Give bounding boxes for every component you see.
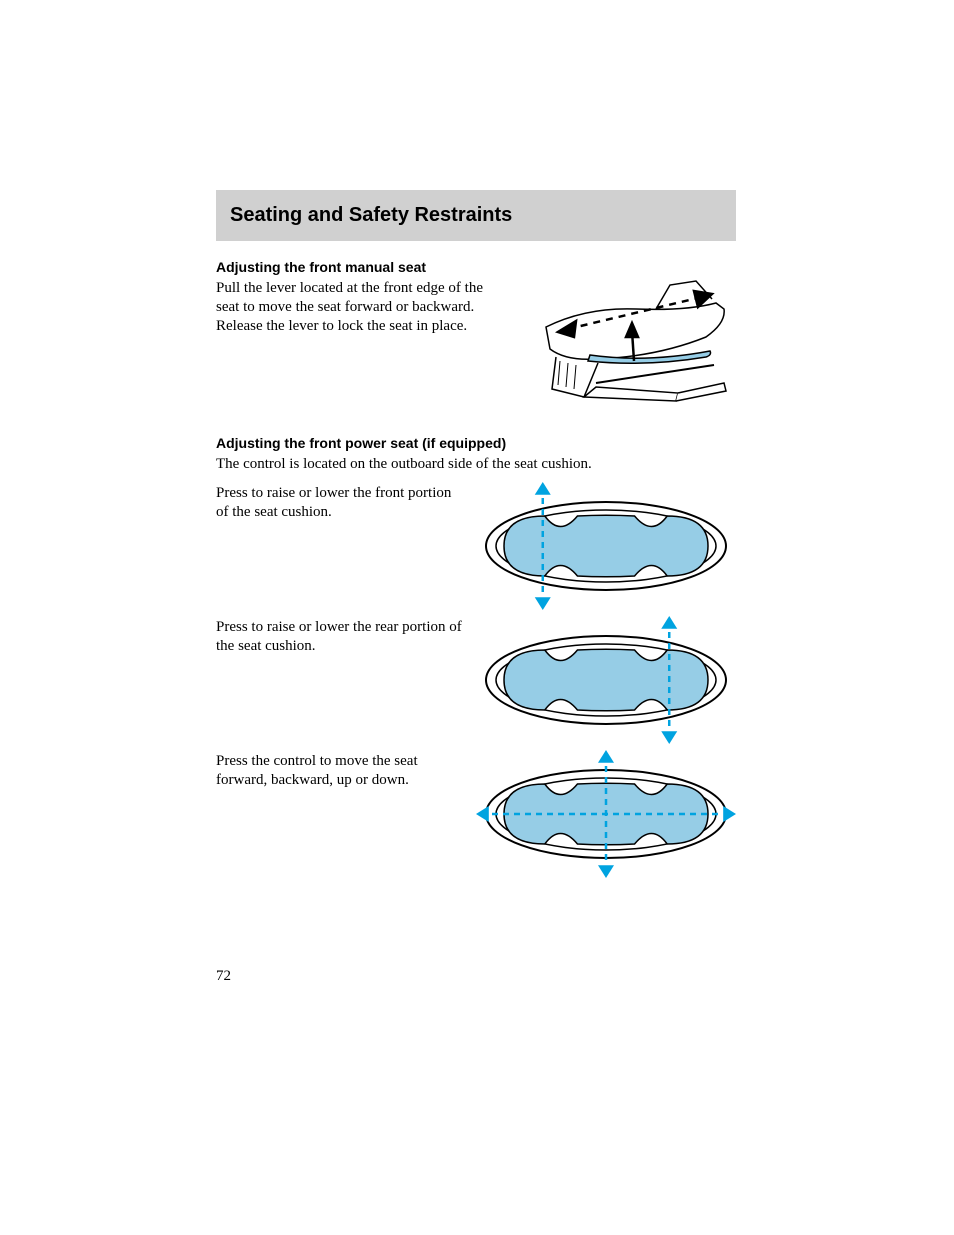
body-manual: Pull the lever located at the front edge…	[216, 279, 486, 335]
diagram-front-cushion	[474, 482, 736, 610]
subhead-power: Adjusting the front power seat (if equip…	[216, 435, 736, 451]
seat-row-rear: Press to raise or lower the rear portion…	[216, 616, 736, 744]
page-content: Seating and Safety Restraints Adjusting …	[216, 190, 736, 884]
text-full-control: Press the control to move the seat forwa…	[216, 752, 466, 790]
page-title: Seating and Safety Restraints	[230, 204, 722, 227]
seat-row-full: Press the control to move the seat forwa…	[216, 750, 736, 878]
section-manual-seat: Adjusting the front manual seat Pull the…	[216, 259, 736, 409]
title-bar: Seating and Safety Restraints	[216, 190, 736, 241]
manual-seat-diagram	[494, 279, 736, 409]
page-number: 72	[216, 968, 231, 985]
seat-row-front: Press to raise or lower the front portio…	[216, 482, 736, 610]
subhead-manual: Adjusting the front manual seat	[216, 259, 736, 275]
diagram-rear-cushion	[474, 616, 736, 744]
intro-power: The control is located on the outboard s…	[216, 455, 736, 474]
section-power-seat: Adjusting the front power seat (if equip…	[216, 435, 736, 878]
text-front-cushion: Press to raise or lower the front portio…	[216, 484, 466, 522]
diagram-full-control	[474, 750, 736, 878]
text-rear-cushion: Press to raise or lower the rear portion…	[216, 618, 466, 656]
